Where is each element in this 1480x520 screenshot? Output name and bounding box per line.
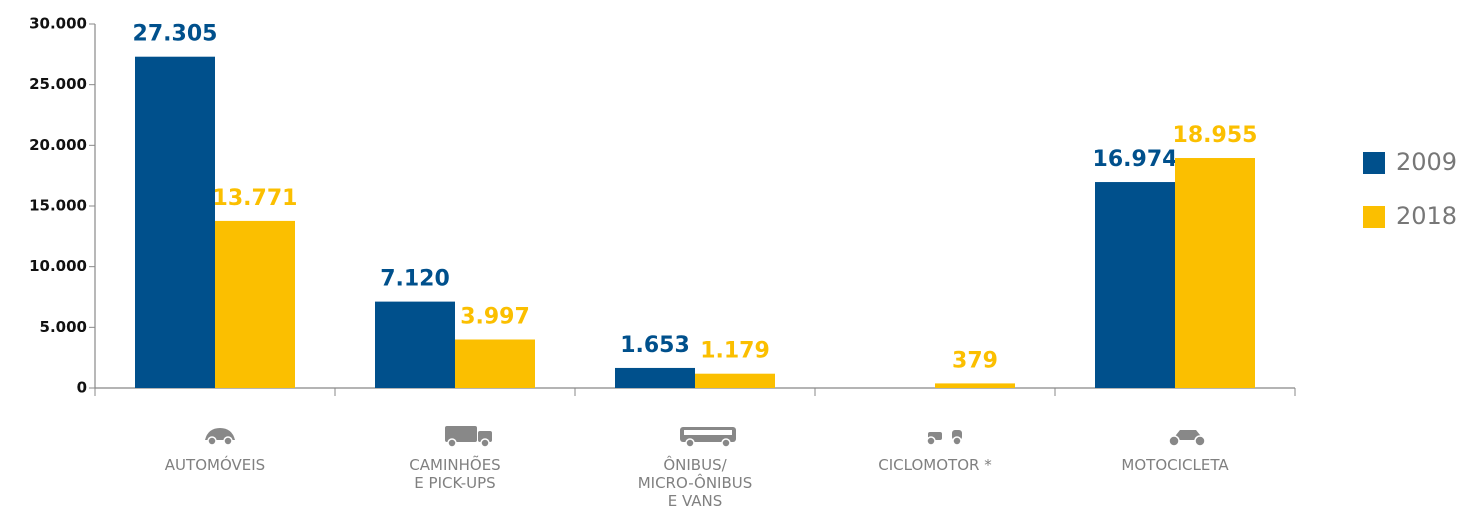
wheel	[952, 436, 962, 446]
icon-details	[684, 430, 732, 435]
x-tick-label: CICLOMOTOR *	[878, 456, 992, 474]
value-label: 3.997	[460, 305, 530, 330]
y-tick-label: 15.000	[29, 197, 87, 215]
y-tick-label: 10.000	[29, 257, 87, 275]
value-label: 16.974	[1093, 147, 1178, 172]
x-tick-label: MOTOCICLETA	[1121, 456, 1229, 474]
wheel	[685, 438, 695, 448]
y-tick-label: 0	[77, 379, 87, 397]
wheel	[1168, 435, 1180, 447]
bar	[215, 220, 295, 388]
x-tick-label: ÔNIBUS/ MICRO-ÔNIBUS E VANS	[637, 456, 753, 510]
bar	[1175, 158, 1255, 388]
bar	[375, 301, 455, 388]
wheel	[926, 436, 936, 446]
truck-icon	[445, 426, 477, 442]
wheel	[207, 436, 217, 446]
bar	[455, 339, 535, 388]
wheel	[721, 438, 731, 448]
value-label: 13.771	[213, 186, 298, 211]
value-label: 1.653	[620, 333, 690, 358]
bar	[135, 56, 215, 388]
y-tick-label: 20.000	[29, 136, 87, 154]
truck-cab	[478, 431, 492, 442]
bar	[695, 373, 775, 388]
y-tick-label: 5.000	[40, 318, 87, 336]
x-tick-label: AUTOMÓVEIS	[164, 456, 266, 474]
bar	[935, 383, 1015, 388]
value-label: 1.179	[700, 339, 770, 364]
y-tick-label: 30.000	[29, 15, 87, 33]
bus-windows	[684, 430, 732, 435]
bar	[615, 367, 695, 388]
legend-label: 2018	[1396, 202, 1457, 230]
wheels	[207, 435, 1206, 448]
wheel	[223, 436, 233, 446]
x-tick-label: CAMINHÕES E PICK-UPS	[409, 456, 501, 492]
value-label: 379	[952, 348, 998, 373]
value-label: 7.120	[380, 267, 450, 292]
bar	[1095, 182, 1175, 388]
y-tick-label: 25.000	[29, 75, 87, 93]
legend-swatch	[1363, 152, 1385, 174]
value-label: 18.955	[1173, 123, 1258, 148]
legend-label: 2009	[1396, 148, 1457, 176]
wheel	[447, 438, 457, 448]
wheel	[1194, 435, 1206, 447]
legend-swatch	[1363, 206, 1385, 228]
wheel	[480, 438, 490, 448]
value-label: 27.305	[133, 22, 218, 47]
